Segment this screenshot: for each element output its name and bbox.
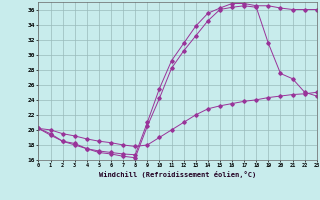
X-axis label: Windchill (Refroidissement éolien,°C): Windchill (Refroidissement éolien,°C) (99, 171, 256, 178)
